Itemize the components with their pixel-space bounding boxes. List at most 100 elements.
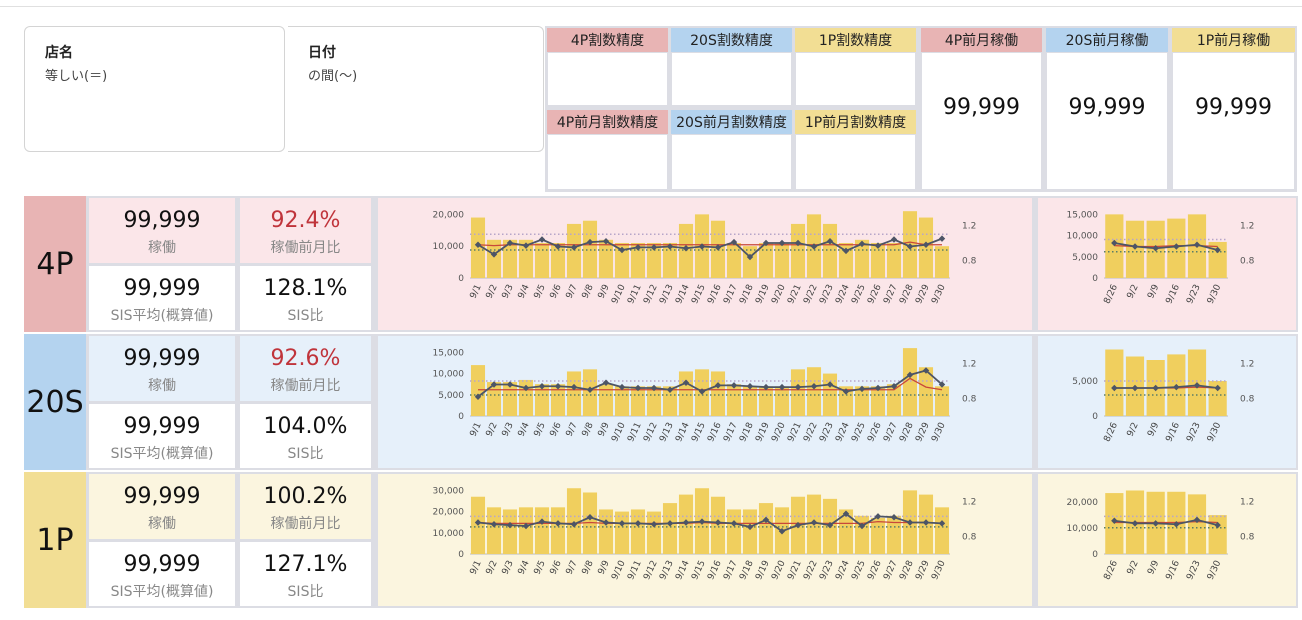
x-tick-label: 9/6 (549, 421, 564, 439)
ratio-point (506, 521, 514, 529)
ratio-point (874, 513, 882, 520)
ratio-point (698, 518, 706, 525)
ratio-point (810, 519, 818, 526)
x-tick-label: 9/3 (501, 421, 516, 438)
x-tick-label: 9/18 (738, 559, 756, 582)
mom-cell: 100.2% 稼働前月比 (240, 474, 371, 539)
sis-average-cell: 99,999 SIS平均(概算値) (89, 404, 235, 468)
x-tick-label: 9/26 (866, 283, 884, 306)
bar (502, 382, 518, 416)
x-tick-label: 9/12 (642, 283, 660, 306)
mom-cell: 92.6% 稼働前月比 (240, 336, 371, 401)
x-tick-label: 9/20 (770, 559, 788, 582)
ratio-point (826, 521, 834, 529)
x-tick-label: 9/2 (485, 421, 500, 438)
weekly-chart-panel: 0 10,000 20,000 0.8 1.2 8/26 9/2 9/9 9/16 9/23 9/3… (1038, 474, 1296, 606)
bar (630, 509, 646, 554)
ratio-point (474, 519, 482, 526)
bar (1187, 494, 1207, 554)
ratio-point (666, 243, 674, 250)
y-tick-label: 30,000 (433, 486, 465, 496)
x-tick-label: 9/7 (565, 559, 580, 576)
x-tick-label: 9/19 (754, 283, 772, 306)
y2-tick-label: 0.8 (1240, 257, 1255, 267)
ratio-point (778, 383, 786, 391)
store-filter-title: 店名 (45, 45, 73, 61)
x-tick-label: 9/23 (818, 559, 836, 582)
sis-ratio-label: SIS比 (287, 308, 324, 324)
ratio-point (1193, 516, 1201, 524)
bar (630, 386, 646, 416)
kpi-1p-prev-accuracy-value (796, 135, 915, 189)
ratio-point (858, 385, 866, 393)
y-tick-label: 0 (458, 412, 464, 422)
row-p1: 1P 99,999 稼働 100.2% 稼働前月比 99,999 SIS平均(概… (24, 472, 1298, 608)
x-tick-label: 9/9 (1146, 283, 1161, 301)
x-tick-label: 9/17 (722, 283, 740, 306)
bar (550, 507, 566, 554)
x-tick-label: 9/15 (690, 559, 708, 582)
bar (614, 511, 630, 554)
ratio-point (842, 510, 850, 517)
ratio-point (762, 239, 770, 247)
sis-ratio-label: SIS比 (287, 584, 324, 600)
ratio-point (554, 383, 562, 390)
bar (534, 243, 550, 278)
ratio-point (1111, 517, 1118, 524)
ratio-point (698, 243, 706, 250)
x-tick-label: 9/10 (610, 421, 628, 444)
sis-average-value: 99,999 (123, 552, 201, 577)
x-tick-label: 9/2 (1126, 421, 1141, 438)
daily-chart-panel: 0 10,000 20,000 30,000 0.8 1.2 9/1 9/2 9/3 9/4 9/5… (378, 474, 1032, 606)
bar (646, 386, 662, 416)
bar (838, 509, 854, 554)
ratio-point (762, 516, 770, 524)
y-tick-label: 10,000 (433, 529, 465, 539)
bar (886, 384, 902, 416)
y2-tick-label: 0.8 (962, 533, 977, 543)
bar (630, 243, 646, 278)
bar (566, 371, 582, 416)
kpi-1p-accuracy-header: 1P割数精度 (795, 28, 916, 52)
x-tick-label: 9/14 (674, 559, 692, 582)
date-filter[interactable]: 日付 の間(〜) (288, 26, 544, 152)
bar (550, 243, 566, 278)
bar (838, 243, 854, 278)
row-label-p4: 4P (24, 196, 86, 332)
ratio-point (778, 528, 786, 535)
x-tick-label: 9/3 (501, 559, 516, 576)
y-tick-label: 15,000 (433, 348, 465, 358)
weekly-chart: 0 10,000 20,000 0.8 1.2 8/26 9/2 9/9 9/16 9/23 9/3… (1067, 490, 1255, 582)
ratio-point (474, 241, 482, 248)
weekly-chart: 0 5,000 0.8 1.2 8/26 9/2 9/9 9/16 9/23 9/30 (1072, 349, 1255, 444)
row-label-p1: 1P (24, 472, 86, 608)
x-tick-label: 9/26 (866, 559, 884, 582)
weekly-chart-panel: 0 5,000 0.8 1.2 8/26 9/2 9/9 9/16 9/23 9/30 (1038, 336, 1296, 468)
bar (758, 243, 774, 278)
bar (1208, 241, 1227, 278)
mom-label: 稼働前月比 (270, 378, 341, 394)
store-filter[interactable]: 店名 等しい(＝) (24, 26, 285, 152)
y-tick-label: 0 (1092, 274, 1098, 284)
ratio-point (794, 521, 802, 529)
x-tick-label: 9/28 (898, 559, 916, 582)
kpi-20s-prev-operation-header: 20S前月稼働 (1046, 28, 1168, 52)
x-tick-label: 9/27 (882, 421, 900, 444)
row-p4: 4P 99,999 稼働 92.4% 稼働前月比 99,999 SIS平均(概算… (24, 196, 1298, 332)
bar (758, 503, 774, 554)
x-tick-label: 9/30 (930, 283, 948, 306)
x-tick-label: 9/7 (565, 421, 580, 438)
y-tick-label: 0 (458, 550, 464, 560)
bar (534, 384, 550, 416)
ratio-point (858, 522, 866, 530)
mom-label: 稼働前月比 (270, 240, 341, 256)
x-tick-label: 9/11 (626, 421, 644, 444)
kpi-panel: 4P割数精度 20S割数精度 1P割数精度 4P前月割数精度 20S前月割数精度… (545, 26, 1297, 192)
ratio-point (906, 371, 914, 379)
ratio-point (554, 520, 562, 527)
bar (566, 223, 582, 278)
x-tick-label: 9/11 (626, 559, 644, 582)
ratio-point (586, 514, 594, 521)
x-tick-label: 9/23 (1185, 421, 1203, 444)
kpi-p4-prev-accuracy-header: 4P前月割数精度 (547, 110, 668, 134)
